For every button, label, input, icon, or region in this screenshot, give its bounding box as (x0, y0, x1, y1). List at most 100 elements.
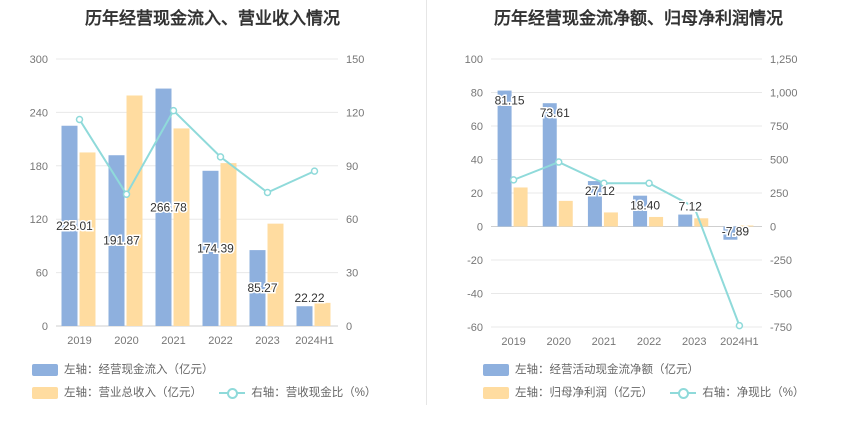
legend-item[interactable]: 左轴：经营现金流入（亿元） (32, 361, 214, 377)
data-label: 85.27 (247, 281, 277, 295)
bar (267, 223, 284, 326)
x-tick-label: 2022 (637, 336, 661, 348)
y-right-tick-label: 90 (346, 161, 358, 173)
line-point (645, 179, 653, 187)
y-right-tick-label: -500 (770, 289, 792, 301)
line-point (690, 203, 698, 211)
bar (694, 218, 709, 227)
series-line (78, 108, 315, 197)
bar (314, 302, 331, 326)
y-right-tick-label: 1,250 (770, 54, 798, 66)
y-left-tick-label: 60 (471, 121, 483, 133)
bar (513, 187, 528, 227)
panel-divider (426, 0, 427, 405)
series-line (513, 160, 741, 327)
bar (173, 128, 190, 326)
data-label: -7.89 (722, 225, 750, 239)
legend-swatch (483, 386, 509, 399)
y-left-tick-label: -20 (467, 255, 483, 267)
bar (558, 200, 573, 227)
legend-item[interactable]: 左轴：归母净利润（亿元） (483, 384, 653, 400)
bar (220, 163, 237, 326)
legend-label: 右轴：营收现金比（%） (251, 387, 377, 399)
bar (678, 214, 693, 227)
legend-row-1: 左轴：经营现金流入（亿元） (32, 361, 228, 377)
y-right-tick-label: -750 (770, 322, 792, 334)
data-label: 27.12 (585, 184, 615, 198)
x-tick-label: 2019 (501, 336, 525, 348)
y-left-tick-label: 120 (30, 214, 48, 226)
y-left-tick-label: -40 (467, 289, 483, 301)
bar (249, 250, 266, 326)
line-point (310, 167, 319, 175)
x-tick-label: 2020 (547, 336, 571, 348)
bar (587, 181, 602, 227)
bar (603, 212, 618, 227)
legend-label: 左轴：营业总收入（亿元） (64, 387, 202, 399)
data-label: 18.40 (630, 199, 660, 213)
line-point (122, 190, 131, 199)
x-tick-label: 2023 (682, 336, 706, 348)
legend-swatch (32, 386, 58, 399)
x-tick-label: 2020 (114, 335, 138, 347)
y-left-tick-label: 300 (30, 54, 48, 66)
y-right-tick-label: 750 (770, 121, 788, 133)
y-right-tick-label: 1,000 (770, 88, 798, 100)
legend-row-2: 左轴：归母净利润（亿元） 右轴：净现比（%） (483, 384, 818, 400)
bar (739, 225, 754, 227)
x-tick-label: 2021 (592, 336, 616, 348)
legend-item[interactable]: 右轴：营收现金比（%） (219, 384, 376, 400)
y-right-tick-label: 250 (770, 188, 788, 200)
data-label: 22.22 (294, 291, 324, 305)
y-right-tick-label: 0 (770, 222, 776, 234)
bar (723, 226, 738, 240)
y-left-tick-label: 240 (30, 107, 48, 119)
chart-left: 0 60 120 180 240 300 0 30 60 90 120 150 2019 2020 2021… (30, 54, 365, 347)
bar (202, 170, 219, 326)
bar (296, 306, 313, 326)
line-point (75, 115, 84, 124)
legend-item[interactable]: 左轴：营业总收入（亿元） (32, 384, 202, 400)
line-point (509, 176, 518, 184)
y-left-tick-label: 100 (465, 54, 483, 66)
data-label: 174.39 (197, 241, 234, 255)
y-right-tick-label: 0 (346, 321, 352, 333)
line-point (263, 188, 272, 197)
line-point (735, 321, 744, 330)
chart-title: 历年经营现金流净额、归母净利润情况 (494, 9, 783, 28)
chart-panel-left: 历年经营现金流入、营业收入情况 0 60 120 180 240 300 0 30 60 90 12… (30, 9, 377, 400)
data-label: 191.87 (103, 234, 140, 248)
y-left-tick-label: 0 (42, 321, 48, 333)
x-tick-label: 2023 (255, 335, 279, 347)
data-label: 81.15 (495, 94, 525, 108)
y-right-tick-label: 60 (346, 214, 358, 226)
bar (108, 155, 125, 326)
bar (633, 195, 648, 227)
y-left-tick-label: 60 (36, 268, 48, 280)
x-tick-label: 2022 (208, 335, 232, 347)
bar (497, 90, 512, 227)
x-tick-label: 2024H1 (720, 336, 759, 348)
legend-label: 左轴：经营现金流入（亿元） (64, 364, 214, 376)
y-left-tick-label: 0 (477, 222, 483, 234)
x-tick-label: 2021 (161, 335, 185, 347)
legend-label: 左轴：经营活动现金流净额（亿元） (515, 364, 699, 376)
y-left-tick-label: 180 (30, 161, 48, 173)
legend-item[interactable]: 左轴：经营活动现金流净额（亿元） (483, 361, 699, 377)
y-right-tick-label: 30 (346, 268, 358, 280)
legend-row-1: 左轴：经营活动现金流净额（亿元） (483, 361, 713, 377)
legend-label: 右轴：净现比（%） (702, 387, 805, 399)
y-left-tick-label: 40 (471, 155, 483, 167)
y-left-tick-label: -60 (467, 322, 483, 334)
data-label: 225.01 (56, 219, 93, 233)
line-point (169, 106, 178, 115)
legend-label: 左轴：归母净利润（亿元） (515, 387, 653, 399)
bar (155, 88, 172, 327)
data-label: 266.78 (150, 200, 187, 214)
y-left-tick-label: 20 (471, 188, 483, 200)
legend-item[interactable]: 右轴：净现比（%） (670, 384, 804, 400)
y-right-tick-label: 150 (346, 54, 364, 66)
legend-swatch (32, 363, 58, 376)
legend-line-icon (219, 387, 246, 399)
x-tick-label: 2019 (67, 335, 91, 347)
